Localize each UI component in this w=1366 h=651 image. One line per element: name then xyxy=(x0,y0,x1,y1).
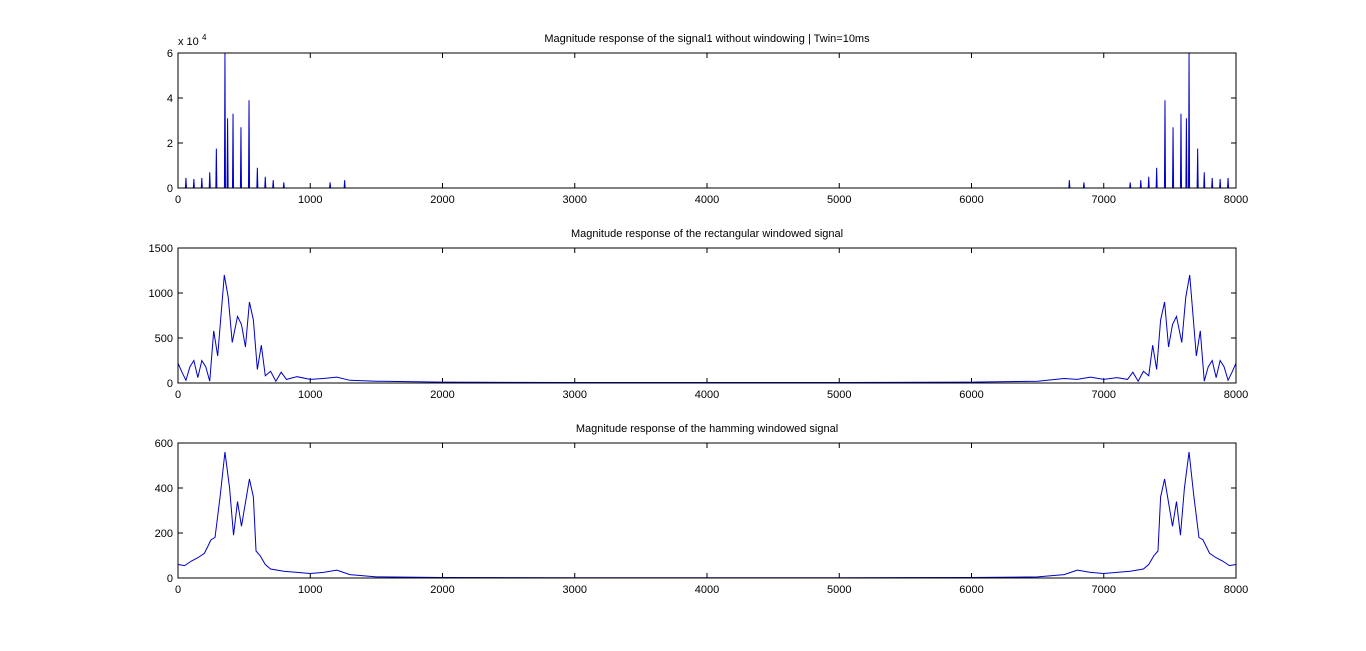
y-tick-label: 600 xyxy=(155,438,173,450)
x-tick-label: 4000 xyxy=(695,194,719,206)
y-tick-label: 4 xyxy=(167,93,173,105)
y-tick-label: 400 xyxy=(155,483,173,495)
x-tick-label: 2000 xyxy=(430,584,454,596)
x-tick-label: 0 xyxy=(175,389,181,401)
x-tick-label: 6000 xyxy=(959,389,983,401)
x-tick-label: 7000 xyxy=(1092,389,1116,401)
subplot: Magnitude response of the rectangular wi… xyxy=(149,228,1249,401)
x-tick-label: 3000 xyxy=(563,584,587,596)
axes-box xyxy=(177,247,1237,384)
subplot: Magnitude response of the hamming window… xyxy=(155,423,1249,596)
y-tick-label: 200 xyxy=(155,528,173,540)
plot-area xyxy=(178,443,1236,578)
y-multiplier: x 10 xyxy=(178,36,199,48)
x-tick-label: 2000 xyxy=(430,194,454,206)
x-tick-label: 5000 xyxy=(827,584,851,596)
y-tick-label: 0 xyxy=(167,183,173,195)
plot-area xyxy=(178,248,1236,383)
x-tick-label: 3000 xyxy=(563,389,587,401)
subplot: Magnitude response of the signal1 withou… xyxy=(167,33,1248,206)
y-tick-label: 2 xyxy=(167,138,173,150)
x-tick-label: 0 xyxy=(175,584,181,596)
x-tick-label: 7000 xyxy=(1092,194,1116,206)
axes-box xyxy=(177,52,1237,189)
y-tick-label: 0 xyxy=(167,573,173,585)
x-tick-label: 2000 xyxy=(430,389,454,401)
x-tick-label: 8000 xyxy=(1224,194,1248,206)
y-tick-label: 500 xyxy=(155,333,173,345)
chart-title: Magnitude response of the rectangular wi… xyxy=(571,228,843,240)
y-exponent: 4 xyxy=(202,33,207,42)
x-tick-label: 7000 xyxy=(1092,584,1116,596)
x-tick-label: 5000 xyxy=(827,389,851,401)
y-tick-label: 1500 xyxy=(149,243,173,255)
x-tick-label: 1000 xyxy=(298,584,322,596)
y-tick-label: 0 xyxy=(167,378,173,390)
y-tick-label: 6 xyxy=(167,48,173,60)
x-tick-label: 4000 xyxy=(695,584,719,596)
x-tick-label: 3000 xyxy=(563,194,587,206)
x-tick-label: 8000 xyxy=(1224,584,1248,596)
chart-title: Magnitude response of the signal1 withou… xyxy=(544,33,870,45)
x-tick-label: 6000 xyxy=(959,584,983,596)
x-tick-label: 8000 xyxy=(1224,389,1248,401)
x-tick-label: 4000 xyxy=(695,389,719,401)
chart-title: Magnitude response of the hamming window… xyxy=(576,423,838,435)
plot-area xyxy=(178,53,1236,188)
axes-box xyxy=(177,442,1237,579)
x-tick-label: 0 xyxy=(175,194,181,206)
x-tick-label: 1000 xyxy=(298,194,322,206)
x-tick-label: 1000 xyxy=(298,389,322,401)
x-tick-label: 6000 xyxy=(959,194,983,206)
x-tick-label: 5000 xyxy=(827,194,851,206)
y-tick-label: 1000 xyxy=(149,288,173,300)
